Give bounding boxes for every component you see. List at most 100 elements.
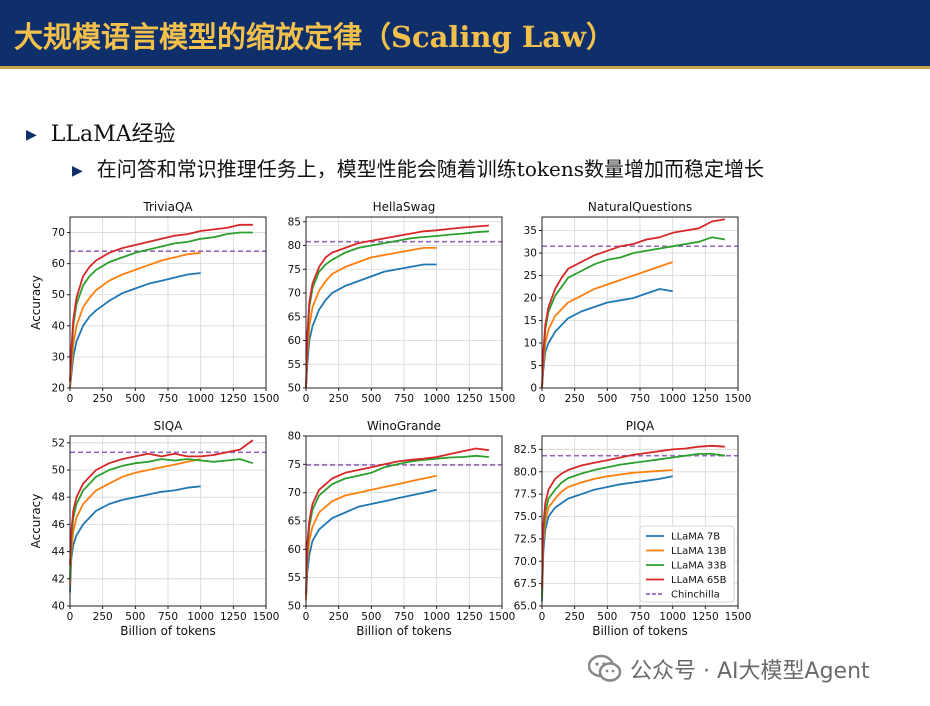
series-line-llama-13b xyxy=(305,474,437,601)
x-tick-label: 250 xyxy=(565,611,585,623)
y-tick-label: 67.5 xyxy=(514,578,537,590)
x-tick-label: 500 xyxy=(125,393,145,405)
series-line-llama-65b xyxy=(305,224,489,389)
y-tick-label: 55 xyxy=(288,359,301,371)
series-line-llama-65b xyxy=(69,439,254,566)
legend-label: LLaMA 13B xyxy=(671,546,727,557)
y-tick-label: 50 xyxy=(52,289,65,301)
y-tick-label: 72.5 xyxy=(514,533,537,545)
y-tick-label: 44 xyxy=(52,546,66,558)
x-tick-label: 1000 xyxy=(187,611,214,623)
x-axis-label: Billion of tokens xyxy=(356,624,452,638)
y-tick-label: 25 xyxy=(524,270,537,282)
y-tick-label: 52 xyxy=(52,437,65,449)
x-tick-label: 1250 xyxy=(220,393,247,405)
y-tick-label: 70 xyxy=(288,288,301,300)
y-tick-label: 75.0 xyxy=(514,511,537,523)
series-line-llama-7b xyxy=(305,488,437,601)
y-tick-label: 30 xyxy=(52,351,65,363)
x-tick-label: 0 xyxy=(539,393,546,405)
x-tick-label: 1000 xyxy=(423,611,450,623)
series-line-llama-13b xyxy=(541,469,673,598)
x-tick-label: 0 xyxy=(67,611,74,623)
x-tick-label: 1000 xyxy=(423,393,450,405)
legend-box xyxy=(639,525,735,603)
y-tick-label: 20 xyxy=(52,383,65,395)
y-tick-label: 20 xyxy=(524,293,537,305)
y-tick-label: 80 xyxy=(288,240,301,252)
y-tick-label: 85 xyxy=(288,216,301,228)
x-tick-label: 500 xyxy=(361,611,381,623)
y-tick-label: 65 xyxy=(288,516,301,528)
x-tick-label: 750 xyxy=(394,393,414,405)
chart-panel-piqa: 0 250 500 750 1000 1250 1500 65.0 67.5 70.0 72.5 75… xyxy=(514,419,752,638)
y-tick-label: 0 xyxy=(530,383,537,395)
series-line-llama-13b xyxy=(305,246,437,389)
y-tick-label: 40 xyxy=(52,601,65,613)
y-tick-label: 30 xyxy=(524,248,537,260)
bullet-text: 在问答和常识推理任务上，模型性能会随着训练tokens数量增加而稳定增长 xyxy=(96,157,764,181)
x-tick-label: 0 xyxy=(539,611,546,623)
x-tick-label: 1500 xyxy=(725,393,752,405)
y-tick-label: 35 xyxy=(524,225,537,237)
y-tick-label: 65.0 xyxy=(514,601,537,613)
x-tick-label: 500 xyxy=(361,393,381,405)
y-tick-label: 10 xyxy=(524,338,537,350)
x-axis-label: Billion of tokens xyxy=(592,624,688,638)
x-tick-label: 500 xyxy=(125,611,145,623)
y-tick-label: 55 xyxy=(288,572,301,584)
series-line-llama-7b xyxy=(69,272,201,389)
y-tick-label: 50 xyxy=(52,465,65,477)
x-tick-label: 1000 xyxy=(659,611,686,623)
x-tick-label: 250 xyxy=(329,611,349,623)
series-line-llama-7b xyxy=(541,475,673,602)
legend-label: Chinchilla xyxy=(671,590,720,601)
y-tick-label: 60 xyxy=(52,258,65,270)
series-line-llama-13b xyxy=(69,251,201,389)
y-tick-label: 70 xyxy=(288,487,301,499)
bullet-triangle-icon: ▶ xyxy=(26,127,37,143)
x-tick-label: 1500 xyxy=(725,611,752,623)
series-line-llama-65b xyxy=(305,447,490,595)
chart-title: WinoGrande xyxy=(367,419,441,433)
x-tick-label: 1250 xyxy=(692,611,719,623)
x-tick-label: 1250 xyxy=(220,611,247,623)
chart-panel-triviaqa: 0 250 500 750 1000 1250 1500 20 30 40 50 60 70 Trivia… xyxy=(29,200,279,405)
x-tick-label: 1250 xyxy=(456,393,483,405)
series-line-llama-65b xyxy=(541,218,726,389)
y-tick-label: 70 xyxy=(52,227,65,239)
x-tick-label: 750 xyxy=(158,611,178,623)
y-tick-label: 75 xyxy=(288,459,301,471)
chart-panel-naturalquestions: 0 250 500 750 1000 1250 1500 0 5 10 15 20 25 30 35 Natu… xyxy=(524,200,752,405)
series-line-llama-33b xyxy=(305,454,489,595)
y-tick-label: 77.5 xyxy=(514,489,537,501)
x-tick-label: 1500 xyxy=(489,611,516,623)
y-tick-label: 60 xyxy=(288,335,301,347)
watermark: 公众号 · AI大模型Agent xyxy=(588,652,870,686)
slide-header: 大规模语言模型的缩放定律（Scaling Law） xyxy=(0,0,930,69)
series-line-llama-7b xyxy=(541,288,673,389)
watermark-text: 公众号 · AI大模型Agent xyxy=(630,659,870,684)
series-line-llama-65b xyxy=(69,223,253,382)
bullet-triangle-icon: ▶ xyxy=(72,162,83,179)
y-tick-label: 75 xyxy=(288,264,301,276)
y-tick-label: 70.0 xyxy=(514,556,537,568)
x-tick-label: 1500 xyxy=(253,611,280,623)
legend-label: LLaMA 33B xyxy=(671,561,727,572)
series-line-llama-13b xyxy=(541,261,673,389)
series-line-llama-33b xyxy=(541,452,726,598)
y-axis-label: Accuracy xyxy=(29,494,43,549)
y-tick-label: 50 xyxy=(288,383,301,395)
x-tick-label: 1250 xyxy=(456,611,483,623)
y-tick-label: 48 xyxy=(52,492,65,504)
x-tick-label: 750 xyxy=(158,393,178,405)
x-tick-label: 0 xyxy=(303,393,310,405)
y-tick-label: 82.5 xyxy=(514,444,537,456)
x-tick-label: 1250 xyxy=(692,393,719,405)
chart-title: SIQA xyxy=(154,419,184,433)
chart-title: PIQA xyxy=(626,419,655,433)
y-tick-label: 50 xyxy=(288,601,301,613)
y-tick-label: 15 xyxy=(524,315,537,327)
series-line-llama-65b xyxy=(541,444,725,589)
